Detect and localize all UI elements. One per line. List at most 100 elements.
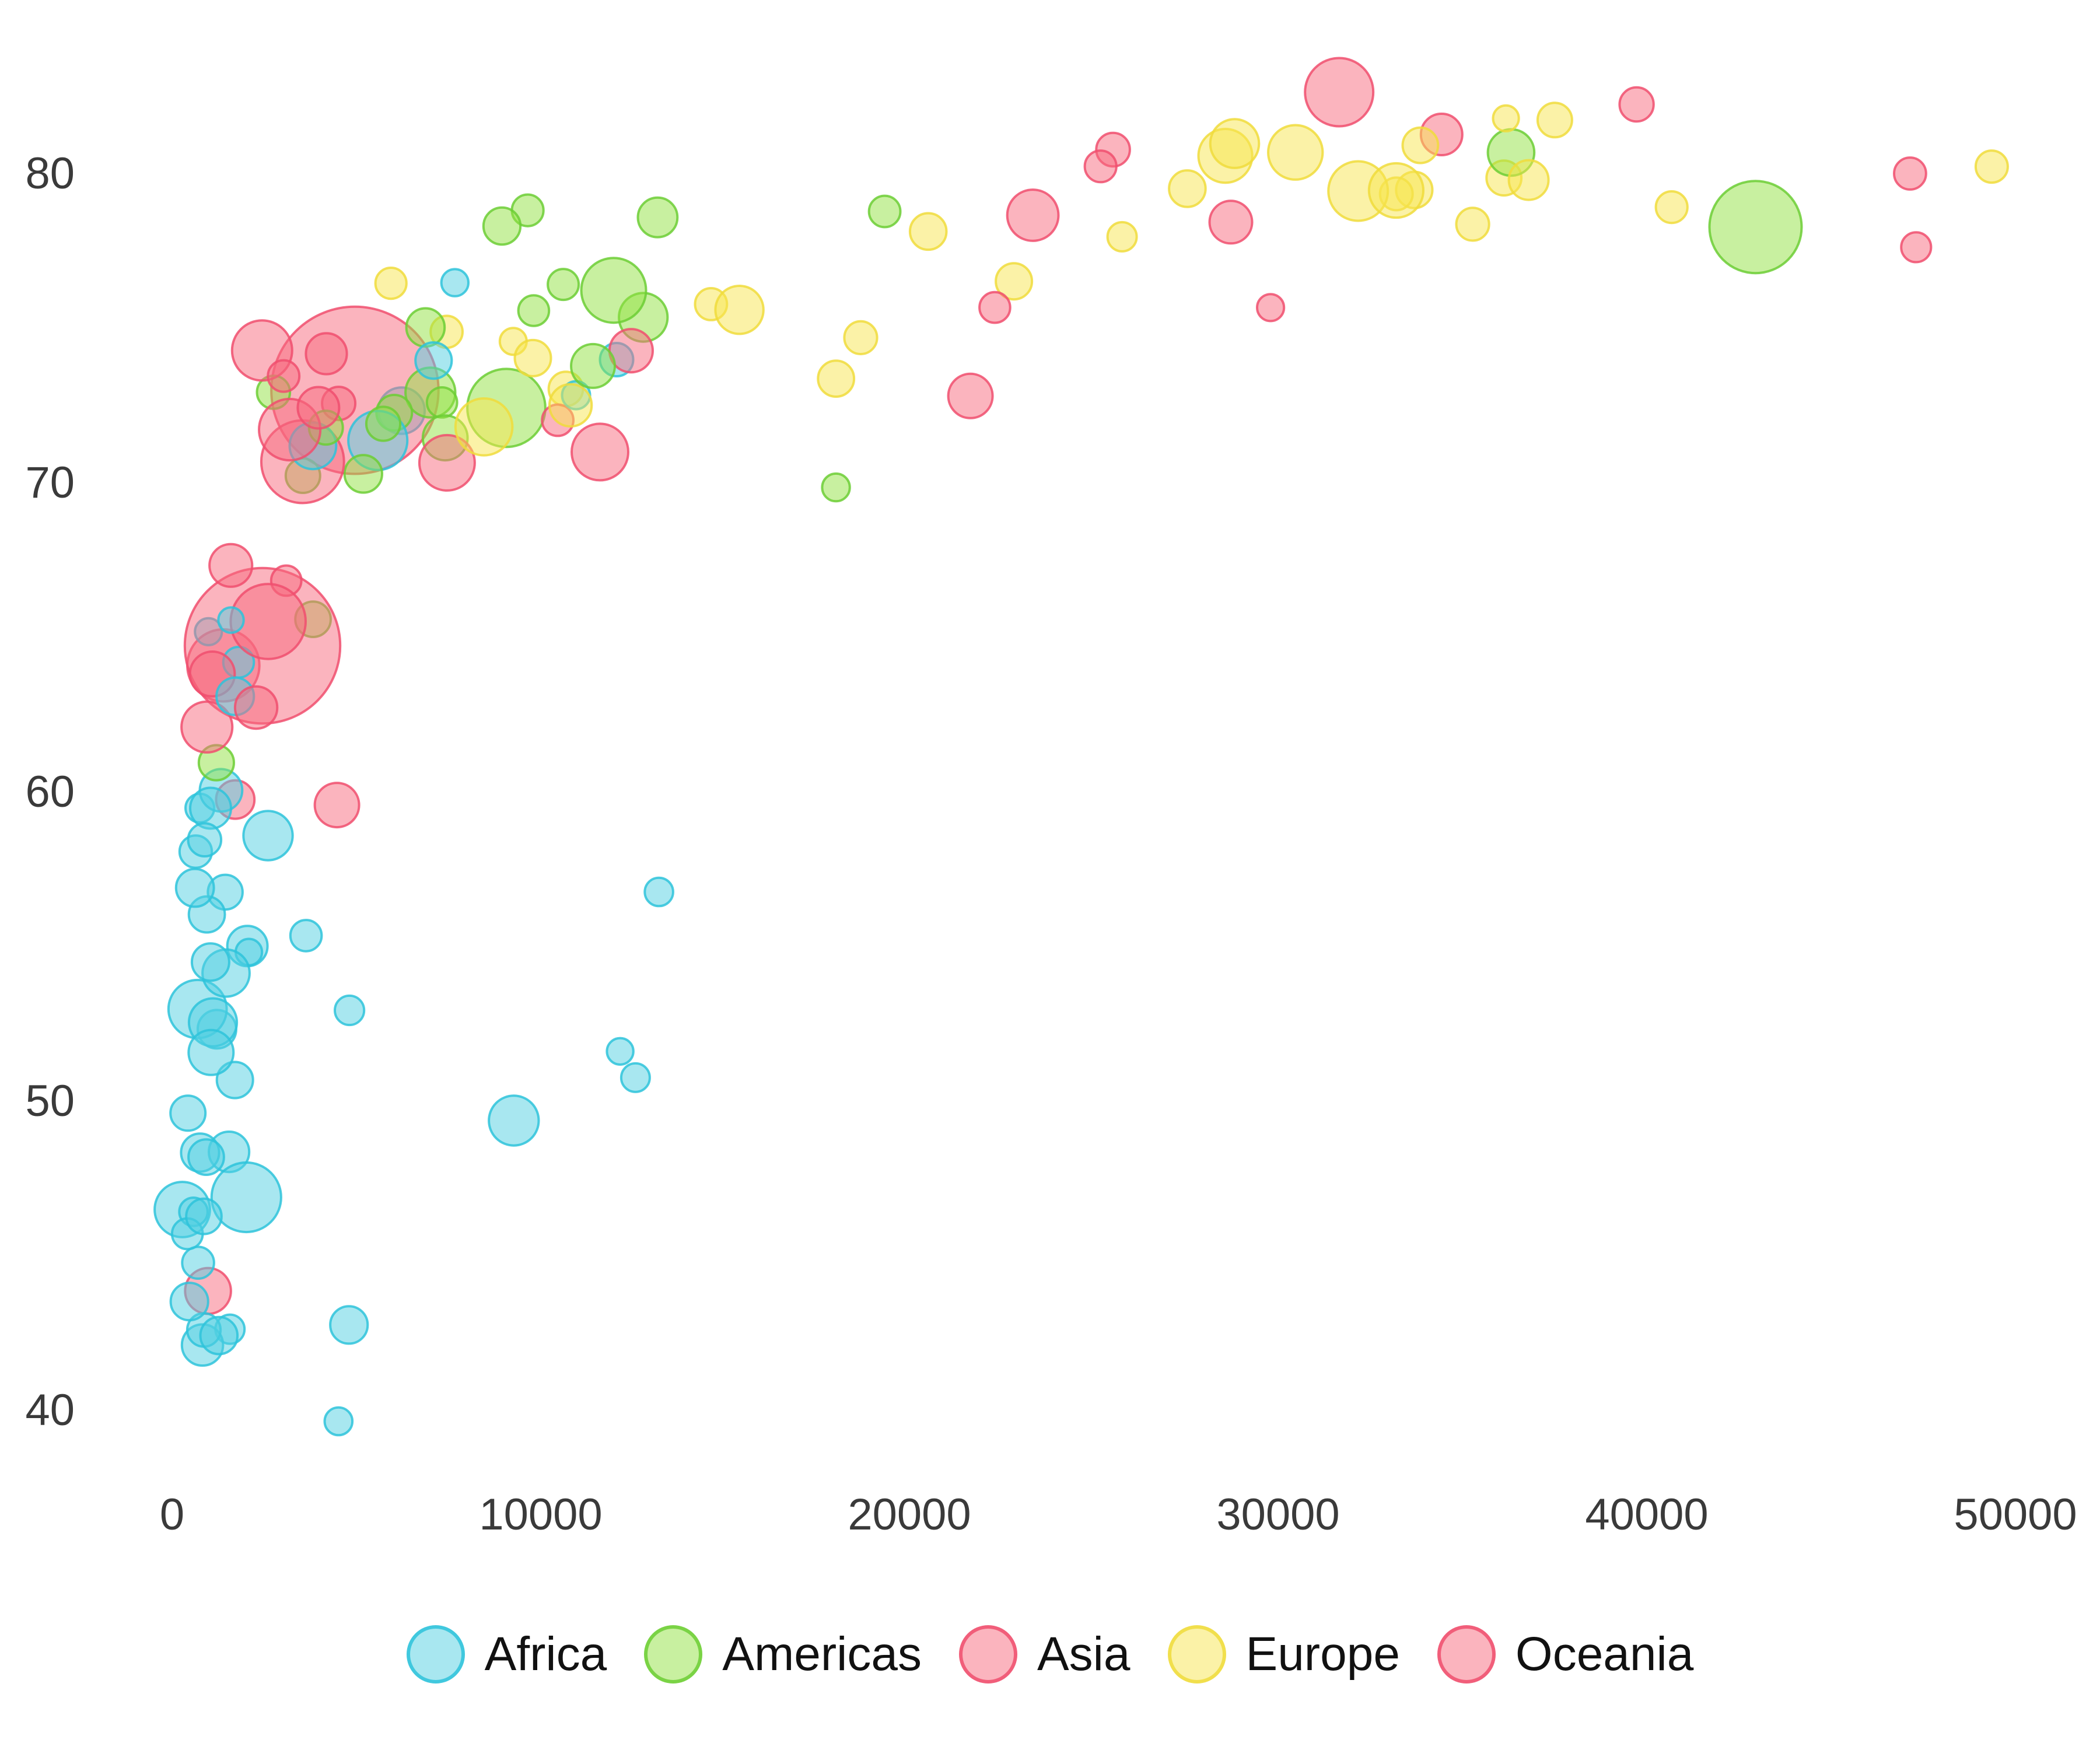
bubble-new-zealand[interactable] bbox=[1083, 149, 1118, 184]
bubble-slovenia[interactable] bbox=[1106, 220, 1138, 253]
bubble-somalia[interactable] bbox=[187, 1138, 225, 1176]
legend-item-americas[interactable]: Americas bbox=[644, 1625, 922, 1684]
bubble-saudi-arabia[interactable] bbox=[947, 372, 994, 419]
bubble-portugal[interactable] bbox=[908, 212, 948, 251]
bubble-turkey[interactable] bbox=[454, 397, 514, 457]
bubble-gabon[interactable] bbox=[643, 876, 674, 908]
bubble-korea-rep-[interactable] bbox=[1006, 188, 1060, 242]
legend-label: Africa bbox=[484, 1628, 607, 1681]
legend-swatch-asia-icon bbox=[958, 1625, 1017, 1684]
bubble-south-africa[interactable] bbox=[488, 1094, 540, 1147]
bubble-slovak-republic[interactable] bbox=[843, 320, 878, 356]
legend-item-asia[interactable]: Asia bbox=[958, 1625, 1130, 1684]
bubble-rwanda[interactable] bbox=[185, 1197, 223, 1236]
bubble-bahrain[interactable] bbox=[1256, 293, 1286, 323]
bubble-romania[interactable] bbox=[548, 383, 593, 428]
bubble-albania[interactable] bbox=[374, 267, 408, 300]
x-tick-label: 40000 bbox=[1585, 1490, 1708, 1539]
bubble-niger[interactable] bbox=[174, 867, 215, 908]
y-axis-tick-labels: 40 50 60 70 80 bbox=[25, 149, 75, 1435]
bubble-zimbabwe[interactable] bbox=[169, 1282, 209, 1322]
bubble-japan[interactable] bbox=[1304, 57, 1375, 128]
bubble-jamaica[interactable] bbox=[425, 386, 459, 419]
bubble-botswana[interactable] bbox=[620, 1062, 651, 1093]
bubble-namibia[interactable] bbox=[334, 994, 366, 1027]
bubble-tunisia[interactable] bbox=[414, 341, 453, 380]
bubble-switzerland[interactable] bbox=[1536, 102, 1573, 139]
bubble-central-african-republic[interactable] bbox=[181, 1245, 215, 1280]
bubble-czech-republic[interactable] bbox=[995, 262, 1034, 301]
bubble-hungary[interactable] bbox=[817, 359, 856, 398]
bubble-sudan[interactable] bbox=[242, 810, 294, 862]
y-tick-label: 50 bbox=[25, 1076, 75, 1126]
bubble-sao-tome-and-principe[interactable] bbox=[217, 606, 245, 634]
bubble-netherlands[interactable] bbox=[1507, 159, 1550, 201]
x-tick-label: 10000 bbox=[479, 1490, 602, 1539]
bubble-united-kingdom[interactable] bbox=[1367, 162, 1424, 219]
bubble-ireland[interactable] bbox=[1654, 190, 1689, 225]
bubble-myanmar[interactable] bbox=[180, 700, 234, 754]
bubble-united-states[interactable] bbox=[1708, 180, 1803, 275]
bubble-uganda[interactable] bbox=[187, 1028, 235, 1076]
bubble-greece[interactable] bbox=[1168, 169, 1207, 208]
bubble-denmark[interactable] bbox=[1455, 206, 1490, 242]
bubble-mexico[interactable] bbox=[580, 257, 648, 324]
bubble-zambia[interactable] bbox=[199, 1315, 239, 1356]
legend-item-europe[interactable]: Europe bbox=[1167, 1625, 1400, 1684]
bubble-iceland[interactable] bbox=[1492, 104, 1520, 132]
bubble-guatemala[interactable] bbox=[343, 454, 383, 494]
bubble-togo[interactable] bbox=[187, 822, 223, 858]
bubble-congo-rep-[interactable] bbox=[289, 919, 323, 953]
bubble-nigeria[interactable] bbox=[210, 1161, 282, 1234]
bubble-singapore[interactable] bbox=[1893, 156, 1927, 191]
bubble-puerto-rico[interactable] bbox=[867, 194, 902, 229]
bubble-west-bank-and-gaza[interactable] bbox=[267, 359, 301, 393]
bubble-trinidad-and-tobago[interactable] bbox=[821, 472, 851, 503]
bubble-el-salvador[interactable] bbox=[365, 405, 402, 442]
bubble-panama[interactable] bbox=[517, 294, 551, 327]
bubble-chad[interactable] bbox=[215, 1060, 254, 1100]
legend-swatch-americas-icon bbox=[644, 1625, 703, 1684]
bubble-sweden[interactable] bbox=[1401, 126, 1440, 164]
bubble-mali[interactable] bbox=[190, 942, 230, 982]
bubble-taiwan[interactable] bbox=[1208, 200, 1254, 245]
bubble-equatorial-guinea[interactable] bbox=[606, 1037, 635, 1066]
legend: Africa Americas Asia Europe Oceania bbox=[0, 1625, 2100, 1684]
bubble-swaziland[interactable] bbox=[323, 1406, 354, 1437]
bubble-korea-dem-rep-[interactable] bbox=[208, 542, 254, 588]
bubble-thailand[interactable] bbox=[418, 433, 476, 492]
bubble-madagascar[interactable] bbox=[189, 786, 232, 830]
bubble-ecuador[interactable] bbox=[405, 307, 446, 348]
bubble-hong-kong-china[interactable] bbox=[1618, 86, 1655, 123]
x-axis-tick-labels: 0 10000 20000 30000 40000 50000 bbox=[160, 1490, 2077, 1539]
bubble-burundi[interactable] bbox=[169, 1094, 207, 1132]
bubble-iraq[interactable] bbox=[313, 782, 360, 829]
bubble-oman[interactable] bbox=[978, 290, 1012, 324]
y-tick-label: 40 bbox=[25, 1385, 75, 1435]
legend-swatch-africa-icon bbox=[406, 1625, 465, 1684]
bubble-cuba[interactable] bbox=[482, 206, 522, 246]
bubble-angola[interactable] bbox=[329, 1305, 369, 1345]
bubble-norway[interactable] bbox=[1974, 149, 2009, 184]
bubble-reunion[interactable] bbox=[440, 268, 470, 298]
bubble-uruguay[interactable] bbox=[547, 268, 580, 302]
bubble-iran[interactable] bbox=[570, 422, 629, 482]
bubble-yemen-rep-[interactable] bbox=[233, 685, 279, 730]
bubble-france[interactable] bbox=[1267, 124, 1324, 181]
x-tick-label: 0 bbox=[160, 1490, 184, 1539]
bubble-chile[interactable] bbox=[636, 196, 679, 239]
bubble-poland[interactable] bbox=[714, 285, 765, 335]
bubble-venezuela[interactable] bbox=[570, 342, 616, 389]
legend-item-oceania[interactable]: Oceania bbox=[1437, 1625, 1693, 1684]
bubble-sri-lanka[interactable] bbox=[296, 386, 341, 430]
bubble-serbia[interactable] bbox=[513, 338, 552, 377]
bubble-kuwait[interactable] bbox=[1900, 231, 1933, 264]
y-tick-label: 60 bbox=[25, 767, 75, 817]
x-tick-label: 20000 bbox=[848, 1490, 971, 1539]
bubble-spain[interactable] bbox=[1209, 118, 1261, 169]
x-tick-label: 50000 bbox=[1954, 1490, 2077, 1539]
bubble-syria[interactable] bbox=[304, 332, 348, 376]
legend-item-africa[interactable]: Africa bbox=[406, 1625, 607, 1684]
